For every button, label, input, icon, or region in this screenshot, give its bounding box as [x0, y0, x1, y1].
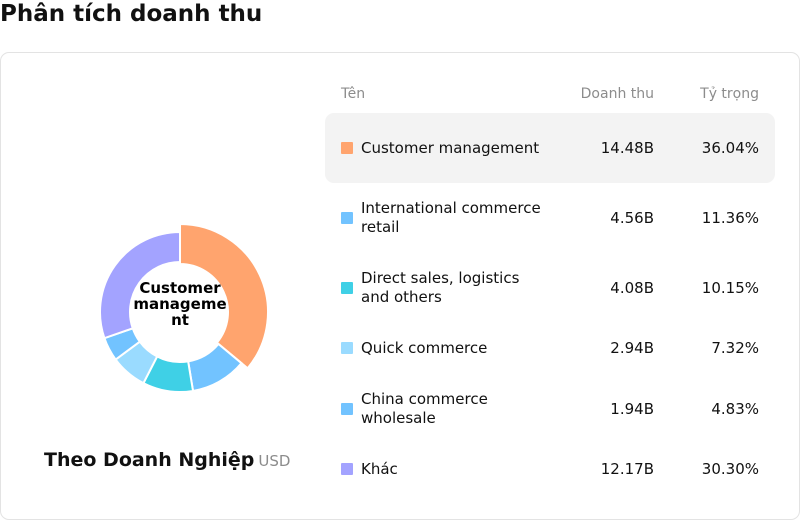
legend-swatch [341, 403, 353, 415]
row-share: 7.32% [711, 339, 759, 357]
table-row[interactable]: China commerce wholesale 1.94B 4.83% [325, 374, 775, 444]
legend-swatch [341, 142, 353, 154]
donut-svg [99, 222, 269, 393]
row-revenue: 12.17B [600, 460, 654, 478]
row-name: International commerce retail [361, 199, 541, 236]
row-share: 36.04% [701, 139, 759, 157]
table-row[interactable]: Quick commerce 2.94B 7.32% [325, 313, 775, 383]
legend-swatch [341, 463, 353, 475]
row-revenue: 1.94B [610, 400, 654, 418]
row-revenue: 14.48B [600, 139, 654, 157]
row-name: Customer management [361, 138, 540, 157]
donut-center-label: Customer management [133, 279, 227, 329]
donut-slice[interactable] [179, 222, 269, 370]
page-title: Phân tích doanh thu [0, 1, 263, 27]
row-name: China commerce wholesale [361, 390, 488, 427]
caption-title: Theo Doanh Nghiệp [44, 449, 255, 471]
row-share: 30.30% [701, 460, 759, 478]
row-revenue: 2.94B [610, 339, 654, 357]
row-share: 10.15% [701, 279, 759, 297]
column-header-share[interactable]: Tỷ trọng [700, 86, 759, 102]
legend-swatch [341, 342, 353, 354]
currency-unit: USD [258, 452, 291, 470]
table-row[interactable]: International commerce retail 4.56B 11.3… [325, 183, 775, 253]
row-share: 4.83% [711, 400, 759, 418]
row-share: 11.36% [701, 209, 759, 227]
row-revenue: 4.56B [610, 209, 654, 227]
legend-swatch [341, 282, 353, 294]
column-header-revenue[interactable]: Doanh thu [580, 86, 654, 102]
row-name: Quick commerce [361, 338, 488, 357]
row-name: Khác [361, 459, 398, 478]
donut-slice[interactable] [99, 230, 181, 340]
chart-caption: Theo Doanh Nghiệp USD [44, 449, 290, 471]
table-row[interactable]: Khác 12.17B 30.30% [325, 434, 775, 504]
table-row[interactable]: Direct sales, logistics and others 4.08B… [325, 253, 775, 323]
table-row[interactable]: Customer management 14.48B 36.04% [325, 113, 775, 183]
legend-swatch [341, 212, 353, 224]
row-name: Direct sales, logistics and others [361, 269, 520, 306]
row-revenue: 4.08B [610, 279, 654, 297]
donut-chart: Customer management [83, 215, 277, 409]
column-header-name[interactable]: Tên [341, 86, 366, 102]
